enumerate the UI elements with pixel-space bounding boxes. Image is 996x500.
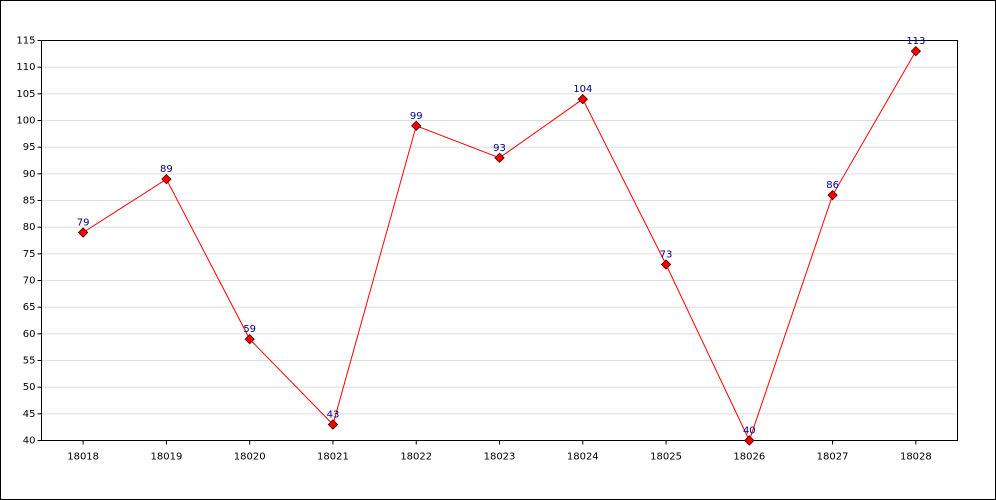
point (827, 189, 838, 201)
y-tick-label: 110 (16, 62, 35, 73)
y-tick-label: 70 (23, 276, 36, 287)
value-label: 113 (906, 36, 925, 47)
value-label: 99 (410, 111, 423, 122)
x-tick-label: 18025 (650, 452, 682, 463)
x-tick-label: 18019 (151, 452, 183, 463)
point (77, 227, 89, 238)
value-label: 79 (77, 218, 90, 229)
x-tick-label: 18028 (900, 452, 932, 463)
x-tick-label: 18021 (317, 452, 349, 463)
x-tick-label: 18024 (567, 452, 599, 463)
point (411, 120, 422, 132)
y-tick-label: 75 (23, 249, 36, 260)
x-tick-label: 18022 (400, 452, 432, 463)
y-tick-label: 40 (23, 436, 36, 447)
value-label: 73 (660, 250, 673, 261)
value-label: 86 (826, 180, 839, 191)
point (327, 419, 339, 430)
value-label: 59 (243, 324, 256, 335)
y-tick-label: 85 (23, 196, 36, 207)
x-tick-label: 18018 (67, 452, 99, 463)
point (161, 173, 172, 185)
y-tick-label: 115 (16, 36, 35, 47)
point (910, 45, 922, 57)
x-tick-label: 18023 (484, 452, 516, 463)
value-label: 43 (327, 410, 340, 421)
point (494, 152, 505, 164)
x-tick-label: 18026 (733, 452, 765, 463)
x-tick-label: 18027 (817, 452, 849, 463)
point (244, 333, 255, 345)
y-tick-label: 50 (23, 382, 36, 393)
y-tick-label: 65 (23, 302, 36, 313)
y-tick-label: 100 (16, 116, 35, 127)
value-label: 104 (573, 84, 592, 95)
value-label: 89 (160, 164, 173, 175)
point (577, 93, 588, 105)
x-tick-label: 18020 (234, 452, 266, 463)
y-tick-label: 45 (23, 409, 36, 420)
y-tick-label: 90 (23, 169, 36, 180)
y-tick-label: 80 (23, 222, 36, 233)
y-tick-label: 95 (23, 142, 36, 153)
point (744, 435, 755, 446)
y-tick-label: 55 (23, 356, 36, 367)
y-tick-label: 105 (16, 89, 35, 100)
value-label: 93 (493, 143, 506, 154)
value-label: 40 (743, 426, 756, 437)
y-tick-label: 60 (23, 329, 36, 340)
point (660, 259, 672, 270)
